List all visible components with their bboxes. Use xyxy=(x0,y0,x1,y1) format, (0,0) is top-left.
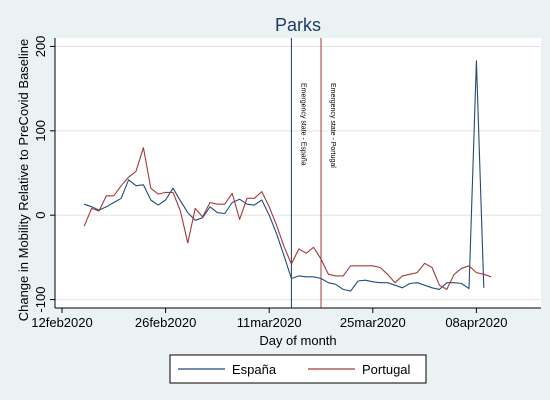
legend: España Portugal xyxy=(169,354,427,384)
x-tick-label: 11mar2020 xyxy=(237,315,302,330)
x-tick-label: 25mar2020 xyxy=(340,315,406,330)
annotation-label-1: Emergency state - Portugal xyxy=(329,83,336,168)
y-tick-label: 100 xyxy=(33,120,48,142)
y-tick-label: 0 xyxy=(33,212,48,219)
y-tick-label: 200 xyxy=(33,36,48,58)
x-ticks: 12feb2020 26feb2020 11mar2020 25mar2020 08ap… xyxy=(31,308,507,330)
x-tick-label: 08apr2020 xyxy=(445,315,507,330)
series-lines xyxy=(83,60,492,292)
grid xyxy=(55,45,541,301)
plot-area xyxy=(55,38,541,308)
y-axis-title: Change in Mobility Relative to PreCovid … xyxy=(16,39,31,322)
x-tick-label: 12feb2020 xyxy=(31,315,92,330)
y-ticks: -100 0 100 200 xyxy=(33,36,55,313)
series-line-0 xyxy=(84,60,485,292)
x-tick-label: 26feb2020 xyxy=(135,315,196,330)
legend-label-espana: España xyxy=(232,362,277,377)
x-axis-title: Day of month xyxy=(259,333,336,348)
y-tick-label: -100 xyxy=(33,287,48,313)
annotation-label-0: Emergency state - España xyxy=(299,83,306,166)
legend-label-portugal: Portugal xyxy=(362,362,411,377)
series-line-1 xyxy=(83,147,492,290)
chart-title: Parks xyxy=(275,15,321,35)
